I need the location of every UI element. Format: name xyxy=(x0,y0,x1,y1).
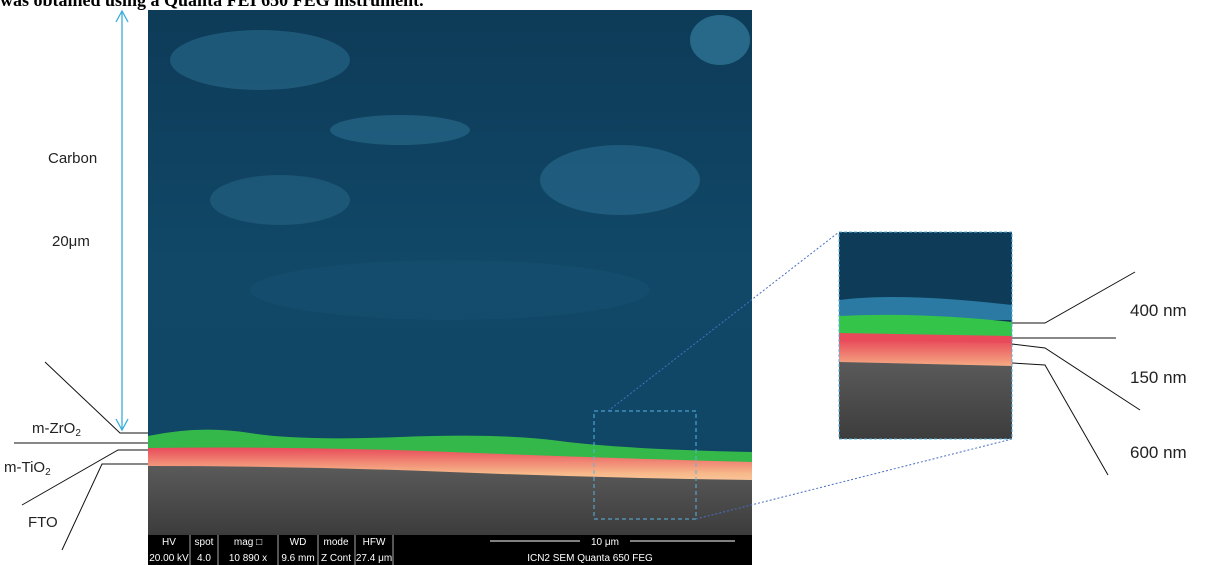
thickness-label: 600 nm xyxy=(1130,443,1187,462)
leader-lines xyxy=(14,361,148,551)
sem-header: WD xyxy=(290,537,307,548)
instrument: ICN2 SEM Quanta 650 FEG xyxy=(527,553,653,564)
sem-value: 9.6 mm xyxy=(281,553,314,564)
sem-header: HFW xyxy=(363,537,386,548)
carbon-label: Carbon xyxy=(48,150,97,167)
caption: was obtained using a Quanta FEI 650 FEG … xyxy=(0,0,424,10)
sem-header: mode xyxy=(323,537,348,548)
scale-bar-label: 10 μm xyxy=(591,537,619,548)
sem-info-bar: HV spot mag □ WD mode HFW 20.00 kV 4.0 1… xyxy=(148,535,752,565)
thickness-label: 400 nm xyxy=(1130,301,1187,320)
zoom-lines xyxy=(607,231,1013,520)
inset-frame xyxy=(838,231,1013,440)
sem-value: 4.0 xyxy=(197,553,211,564)
layer-label: m-ZrO2 xyxy=(32,420,81,439)
thickness-label: 20μm xyxy=(52,233,90,250)
carbon-arrow xyxy=(115,9,129,432)
thickness-label: 150 nm xyxy=(1130,368,1187,387)
sem-value: 20.00 kV xyxy=(149,553,189,564)
sem-value: Z Cont xyxy=(321,553,351,564)
inset-image xyxy=(839,232,1012,439)
sem-header: spot xyxy=(195,537,214,548)
sem-image xyxy=(148,10,752,535)
sem-value: 10 890 x xyxy=(229,553,267,564)
sem-value: 27.4 μm xyxy=(356,553,392,564)
layer-label: FTO xyxy=(28,514,58,531)
sem-header: mag □ xyxy=(234,537,262,548)
sem-header: HV xyxy=(162,537,176,548)
inset-leaders xyxy=(1011,271,1141,476)
layer-label: m-TiO2 xyxy=(4,459,51,478)
